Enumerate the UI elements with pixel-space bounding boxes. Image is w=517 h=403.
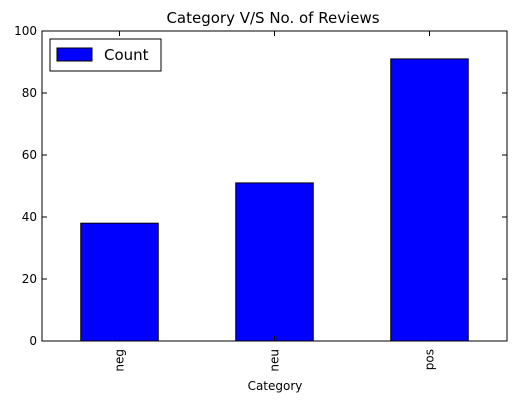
bar-neg (81, 223, 159, 341)
bar-pos (391, 59, 469, 341)
legend-label-count: Count (104, 46, 149, 64)
y-tick-label: 0 (29, 334, 37, 348)
x-axis-label: Category (248, 379, 303, 393)
x-tick-label: neg (113, 349, 127, 372)
y-tick-label: 80 (22, 86, 37, 100)
y-tick-label: 40 (22, 210, 37, 224)
x-tick-label: neu (268, 349, 282, 372)
y-tick-label: 20 (22, 272, 37, 286)
legend: Count (50, 39, 161, 71)
y-tick-label: 60 (22, 148, 37, 162)
x-tick-label: pos (423, 349, 437, 370)
legend-swatch-count (57, 48, 92, 61)
y-tick-label: 100 (14, 24, 37, 38)
bars-group (81, 59, 469, 341)
chart-title: Category V/S No. of Reviews (166, 9, 379, 27)
bar-neu (236, 183, 314, 341)
